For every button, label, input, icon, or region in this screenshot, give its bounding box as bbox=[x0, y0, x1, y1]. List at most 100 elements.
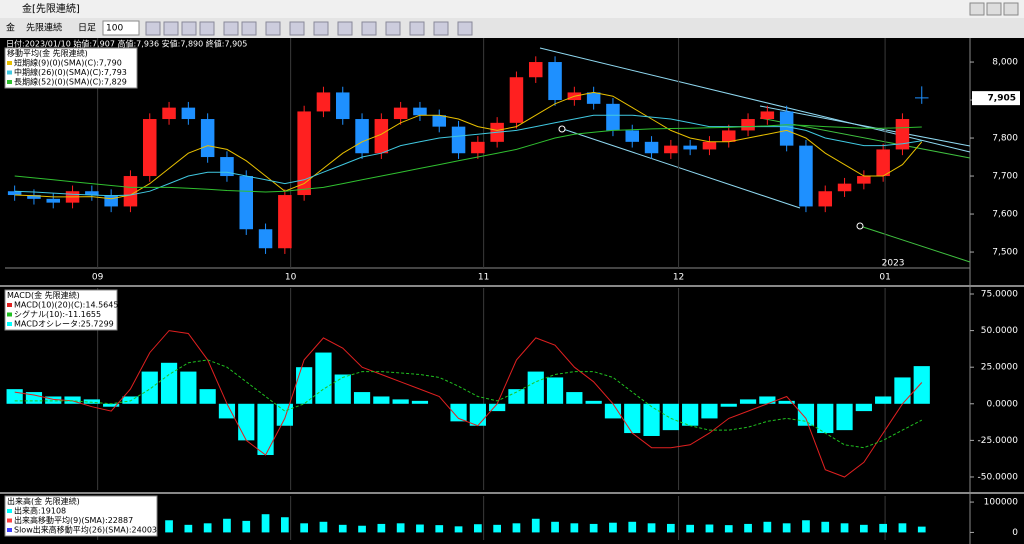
y-tick-label: 100000 bbox=[984, 498, 1019, 508]
volume-bar bbox=[396, 523, 405, 533]
volume-bar bbox=[917, 526, 926, 533]
macd-bar bbox=[682, 403, 699, 426]
legend-label: 移動平均(金 先限連続) bbox=[7, 48, 88, 58]
legend-swatch bbox=[7, 61, 12, 65]
candle-body bbox=[509, 77, 524, 123]
candle-body bbox=[664, 145, 678, 154]
legend-box bbox=[4, 289, 118, 331]
anchor-point bbox=[856, 222, 864, 230]
macd-bar bbox=[45, 396, 62, 404]
legend-label: MACD(金 先限連続) bbox=[7, 290, 80, 300]
macd-bar bbox=[334, 374, 351, 404]
macd-bar bbox=[894, 377, 911, 404]
volume-bar bbox=[493, 524, 502, 533]
candle-body bbox=[818, 191, 833, 207]
tool-icon[interactable] bbox=[181, 21, 197, 36]
legend-swatch bbox=[7, 322, 12, 326]
macd-line bbox=[14, 330, 923, 478]
candle-body bbox=[162, 107, 176, 120]
macd-bar bbox=[855, 403, 872, 412]
candle-body bbox=[297, 111, 311, 196]
volume-bar bbox=[628, 521, 637, 533]
tool-icon[interactable] bbox=[313, 21, 329, 36]
candle-body bbox=[220, 157, 234, 177]
volume-bar bbox=[338, 524, 347, 533]
volume-bar bbox=[300, 523, 309, 533]
contract[interactable]: 先限連続 bbox=[26, 22, 62, 34]
ohlc-info: 日付:2023/01/10 始値:7,907 高値:7,936 安値:7,890… bbox=[6, 39, 247, 49]
legend-label: Slow出来高移動平均(26)(SMA):24003 bbox=[14, 525, 157, 535]
macd-bar bbox=[508, 389, 525, 404]
legend-label: 長期線(52)(0)(SMA)(C):7,829 bbox=[14, 77, 127, 87]
legend-swatch bbox=[7, 518, 12, 523]
tool-icon[interactable] bbox=[385, 21, 401, 36]
candle-body bbox=[200, 119, 215, 158]
moving-average-line bbox=[14, 114, 922, 197]
candle-body bbox=[528, 62, 543, 78]
macd-bar bbox=[778, 400, 795, 404]
moving-average-line bbox=[14, 91, 923, 200]
candle-body bbox=[760, 111, 775, 120]
macd-bar bbox=[662, 403, 679, 431]
tool-icon[interactable] bbox=[241, 21, 257, 36]
legend-swatch bbox=[7, 528, 12, 532]
volume-bar bbox=[724, 525, 733, 533]
tool-icon[interactable] bbox=[433, 21, 449, 36]
legend-label: 出来高移動平均(9)(SMA):22887 bbox=[14, 515, 133, 525]
period[interactable]: 日足 bbox=[78, 23, 96, 34]
macd-bar bbox=[64, 396, 81, 404]
macd-bar bbox=[450, 403, 467, 422]
volume-bar bbox=[647, 523, 656, 533]
y-tick-label: 7,700 bbox=[992, 172, 1018, 182]
volume-bar bbox=[763, 521, 772, 533]
tool-icon[interactable] bbox=[145, 21, 161, 36]
candle-body bbox=[702, 141, 717, 150]
candle-body bbox=[85, 191, 99, 196]
volume-bar bbox=[319, 521, 328, 533]
volume-bar bbox=[705, 524, 714, 533]
volume-bar bbox=[551, 521, 559, 533]
tool-icon[interactable] bbox=[457, 21, 473, 36]
last-price-box bbox=[972, 91, 1020, 106]
volume-bar bbox=[165, 520, 173, 533]
close-button[interactable] bbox=[1003, 2, 1019, 16]
volume-bar bbox=[261, 514, 270, 533]
y-tick-label: -50.0000 bbox=[978, 472, 1019, 482]
tool-icon[interactable] bbox=[337, 21, 353, 36]
macd-bar bbox=[720, 403, 737, 407]
last-price-label: 7,905 bbox=[988, 94, 1016, 104]
tool-icon[interactable] bbox=[223, 21, 239, 36]
tool-icon[interactable] bbox=[361, 21, 377, 36]
window-title: 金[先限連続] bbox=[22, 2, 80, 15]
tool-icon[interactable] bbox=[199, 21, 215, 36]
macd-bar bbox=[411, 400, 429, 404]
candle-body bbox=[239, 176, 254, 230]
legend-swatch bbox=[7, 303, 12, 307]
candle-body bbox=[779, 111, 794, 146]
minimize-button[interactable] bbox=[969, 2, 985, 16]
candle-body bbox=[258, 229, 273, 249]
candle-body bbox=[413, 107, 427, 116]
y-tick-label: -25.0000 bbox=[978, 436, 1019, 446]
candle-body bbox=[316, 92, 331, 112]
macd-bar bbox=[913, 366, 930, 404]
macd-bar bbox=[103, 403, 120, 407]
count[interactable]: 100 bbox=[106, 24, 123, 34]
year-label: 2023 bbox=[882, 259, 905, 269]
tool-icons bbox=[145, 21, 473, 36]
tool-icon[interactable] bbox=[265, 21, 281, 36]
macd-bar bbox=[141, 371, 158, 404]
maximize-button[interactable] bbox=[986, 2, 1002, 16]
macd-bar bbox=[180, 371, 197, 404]
tool-icon[interactable] bbox=[289, 21, 305, 36]
candle-body bbox=[335, 92, 350, 120]
volume-bar bbox=[512, 523, 521, 533]
tool-icon[interactable] bbox=[409, 21, 425, 36]
count-box[interactable] bbox=[102, 20, 140, 36]
tool-icon[interactable] bbox=[163, 21, 179, 36]
volume-bar bbox=[821, 521, 830, 533]
macd-bar bbox=[546, 377, 564, 404]
trend-line bbox=[859, 225, 971, 263]
macd-bar bbox=[797, 403, 815, 426]
